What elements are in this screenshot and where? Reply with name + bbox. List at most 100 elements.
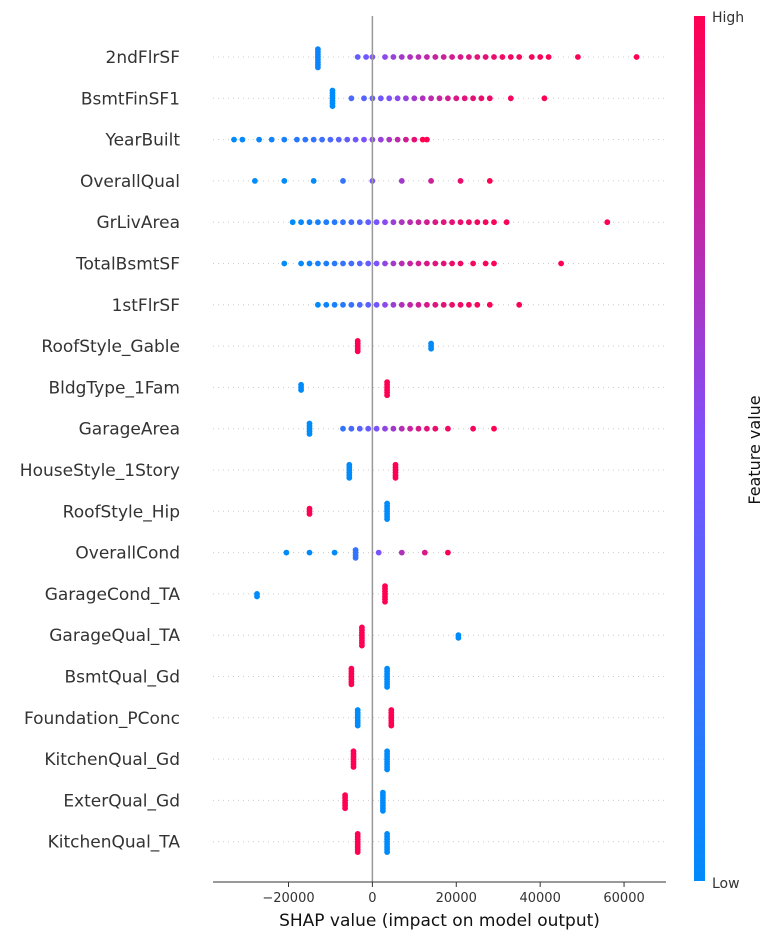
shap-point — [445, 95, 451, 102]
shap-point — [415, 425, 422, 432]
shap-point — [499, 54, 506, 60]
shap-point — [432, 260, 439, 267]
shap-point — [384, 831, 390, 837]
shap-point — [421, 549, 428, 556]
shap-point — [428, 95, 434, 102]
shap-point — [382, 425, 388, 432]
shap-point — [424, 425, 430, 432]
feature-label: GrLivArea — [96, 213, 180, 233]
shap-point — [516, 54, 523, 60]
shap-point — [394, 136, 401, 143]
shap-point — [466, 301, 472, 308]
shap-point — [424, 54, 430, 60]
shap-point — [354, 849, 361, 855]
shap-point — [457, 54, 464, 60]
shap-point — [348, 260, 355, 267]
shap-point — [306, 420, 313, 427]
shap-point — [298, 260, 304, 267]
shap-point — [449, 54, 455, 60]
shap-point — [331, 301, 338, 308]
colorbar-gradient — [694, 16, 705, 881]
shap-point — [407, 54, 413, 60]
x-axis-label: SHAP value (impact on model output) — [279, 911, 600, 931]
shap-point — [373, 219, 380, 226]
shap-point — [604, 219, 611, 226]
shap-point — [386, 136, 393, 143]
shap-point — [352, 554, 359, 561]
shap-point — [363, 54, 369, 60]
shap-point — [329, 87, 336, 94]
shap-point — [361, 136, 367, 143]
shap-point — [432, 54, 439, 60]
shap-point — [633, 54, 640, 60]
shap-point — [319, 136, 325, 143]
feature-label: Foundation_PConc — [24, 709, 180, 729]
shap-point — [306, 511, 313, 517]
shap-point — [545, 54, 552, 60]
shap-point — [359, 624, 365, 631]
shap-point — [398, 219, 405, 226]
shap-point — [388, 722, 395, 729]
shap-point — [382, 598, 388, 605]
shap-point — [407, 219, 413, 226]
x-tick-label: 60000 — [603, 891, 644, 906]
shap-point — [486, 178, 493, 184]
shap-point — [340, 301, 346, 308]
shap-point — [281, 178, 288, 184]
shap-point — [432, 425, 439, 432]
x-axis: −20000 0 20000 40000 60000 — [213, 881, 666, 906]
shap-point — [432, 301, 439, 308]
shap-point — [294, 136, 300, 143]
shap-point — [398, 301, 405, 308]
shap-point — [398, 260, 405, 267]
shap-point — [491, 219, 497, 226]
shap-point — [491, 425, 497, 432]
shap-point — [348, 681, 355, 688]
shap-point — [428, 340, 434, 347]
shap-point — [528, 54, 535, 60]
shap-point — [491, 260, 497, 267]
shap-point — [394, 95, 401, 102]
shap-point — [380, 807, 386, 814]
shap-point — [466, 54, 472, 60]
shap-point — [359, 642, 365, 649]
shap-point — [340, 425, 346, 432]
shap-point — [365, 425, 372, 432]
shap-point — [344, 136, 351, 143]
shap-point — [384, 665, 390, 672]
shap-point — [407, 425, 413, 432]
shap-point — [384, 516, 390, 522]
shap-point — [516, 301, 523, 308]
shap-points — [231, 46, 640, 855]
shap-point — [384, 849, 390, 855]
shap-point — [392, 474, 399, 481]
shap-point — [377, 95, 384, 102]
shap-point — [474, 219, 481, 226]
shap-point — [315, 260, 321, 267]
shap-point — [449, 219, 455, 226]
shap-point — [340, 260, 346, 267]
colorbar-low-label: Low — [712, 876, 740, 892]
shap-point — [507, 95, 514, 102]
shap-point — [486, 95, 493, 102]
shap-point — [398, 178, 405, 184]
shap-point — [478, 95, 485, 102]
shap-point — [455, 634, 462, 641]
shap-point — [354, 707, 361, 713]
shap-point — [350, 748, 357, 755]
shap-point — [415, 301, 422, 308]
shap-point — [306, 505, 313, 512]
shap-point — [252, 178, 258, 184]
colorbar-high-label: High — [712, 10, 744, 26]
shap-point — [398, 549, 405, 556]
shap-point — [392, 461, 399, 468]
shap-point — [419, 136, 426, 143]
shap-point — [315, 46, 321, 53]
colorbar-title: Feature value — [745, 395, 764, 504]
shap-point — [310, 178, 317, 184]
shap-point — [390, 54, 397, 60]
shap-point — [575, 54, 581, 60]
shap-point — [411, 95, 418, 102]
shap-point — [375, 549, 382, 556]
